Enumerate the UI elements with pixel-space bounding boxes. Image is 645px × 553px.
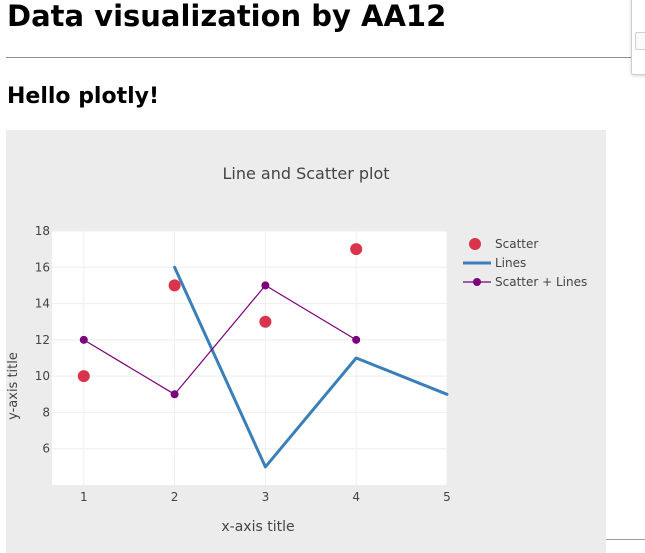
scatter-point xyxy=(168,279,181,292)
y-tick-label: 8 xyxy=(42,405,50,419)
x-tick-label: 1 xyxy=(80,490,88,504)
scatter-point xyxy=(350,243,363,256)
legend-marker xyxy=(469,238,481,250)
x-axis-ticks: 1 2 3 4 5 xyxy=(80,490,451,504)
y-tick-label: 10 xyxy=(35,369,50,383)
y-tick-label: 6 xyxy=(42,442,50,456)
x-tick-label: 2 xyxy=(171,490,179,504)
legend-item-scatter[interactable]: Scatter xyxy=(469,237,538,251)
legend-label: Scatter xyxy=(495,237,538,251)
y-tick-label: 14 xyxy=(35,297,50,311)
y-tick-label: 18 xyxy=(35,224,50,238)
y-axis-title: y-axis title xyxy=(6,352,21,420)
plot-area[interactable] xyxy=(52,231,447,485)
y-axis-ticks: 6 8 10 12 14 16 18 xyxy=(35,224,50,456)
scatter-lines-point xyxy=(261,281,270,290)
x-tick-label: 5 xyxy=(443,490,451,504)
scatter-lines-point xyxy=(352,335,361,344)
x-axis-title: x-axis title xyxy=(221,519,294,535)
scatter-lines-point xyxy=(79,335,88,344)
legend-item-lines[interactable]: Lines xyxy=(463,256,526,270)
legend-label: Scatter + Lines xyxy=(495,275,587,289)
scatter-point xyxy=(259,315,272,328)
lines-series-path xyxy=(173,265,449,469)
chart-title: Line and Scatter plot xyxy=(222,164,389,183)
bottom-divider xyxy=(606,539,645,540)
page-title: Data visualization by AA12 xyxy=(7,0,447,33)
legend-marker xyxy=(473,278,481,286)
y-tick-label: 12 xyxy=(35,333,50,347)
side-panel[interactable] xyxy=(631,0,645,75)
title-divider xyxy=(6,57,645,58)
scatter-point xyxy=(77,370,90,383)
y-tick-label: 16 xyxy=(35,260,50,274)
subheading: Hello plotly! xyxy=(7,84,160,109)
legend-item-scatter-lines[interactable]: Scatter + Lines xyxy=(463,275,587,289)
scatter-lines-point xyxy=(170,390,179,399)
x-tick-label: 4 xyxy=(352,490,360,504)
x-tick-label: 3 xyxy=(262,490,270,504)
legend[interactable]: Scatter Lines Scatter + Lines xyxy=(463,237,587,289)
scatter-lines-series-path xyxy=(83,284,357,395)
series-layer xyxy=(77,243,449,469)
legend-label: Lines xyxy=(495,256,526,270)
side-panel-button[interactable] xyxy=(635,32,645,50)
